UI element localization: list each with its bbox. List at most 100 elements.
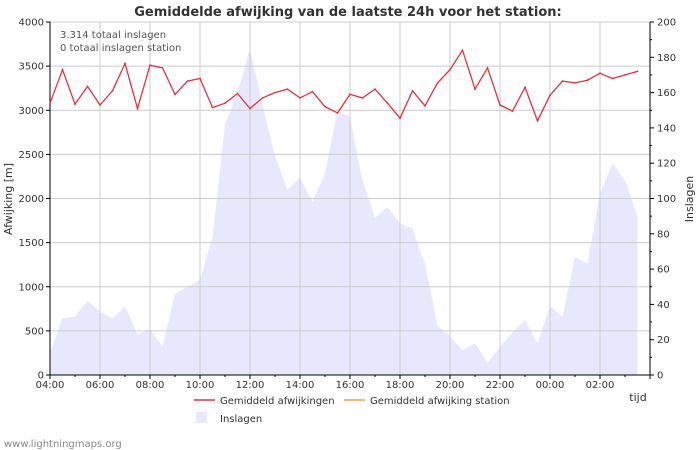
afwijkingen-point xyxy=(249,107,251,110)
y-left-tick-label: 2500 xyxy=(19,150,44,161)
y-left-tick-label: 1500 xyxy=(19,238,44,249)
afwijkingen-point xyxy=(49,102,51,105)
x-tick-label: 20:00 xyxy=(436,380,465,391)
afwijkingen-point xyxy=(311,90,314,93)
afwijkingen-point xyxy=(411,89,414,92)
afwijkingen-point xyxy=(524,86,526,89)
afwijkingen-line xyxy=(49,48,638,123)
afwijkingen-point xyxy=(61,68,64,71)
x-axis-label: tijd xyxy=(629,391,646,404)
x-tick-label: 12:00 xyxy=(236,380,265,391)
x-tick-label: 04:00 xyxy=(36,380,65,391)
y-right-tick-label: 0 xyxy=(657,371,663,382)
afwijkingen-point xyxy=(186,80,189,82)
y-right-tick-label: 160 xyxy=(657,88,676,99)
afwijkingen-point xyxy=(599,72,601,75)
annotation-total-strikes: 3.314 totaal inslagen xyxy=(60,30,166,41)
afwijkingen-point xyxy=(449,68,451,71)
y-left-tick-label: 2000 xyxy=(19,194,44,205)
legend-inslagen-swatch xyxy=(196,412,207,423)
y-right-tick-label: 20 xyxy=(657,335,670,346)
x-tick-label: 16:00 xyxy=(336,380,365,391)
afwijkingen-point xyxy=(386,102,389,105)
gridlines xyxy=(50,21,650,375)
x-tick-label: 22:00 xyxy=(486,380,515,391)
afwijkingen-point xyxy=(561,80,564,82)
y-axis-left-label: Afwijking [m] xyxy=(2,163,15,235)
y-axis-left-ticks: 0 500 1000 1500 2000 2500 3000 3500 4000 xyxy=(19,18,50,382)
afwijkingen-point xyxy=(549,94,551,97)
afwijkingen-point xyxy=(149,64,151,67)
afwijkingen-point xyxy=(286,88,289,90)
y-left-tick-label: 3000 xyxy=(19,106,44,117)
afwijkingen-point xyxy=(361,97,364,99)
x-tick-label: 08:00 xyxy=(136,380,165,391)
afwijkingen-point xyxy=(499,104,501,106)
afwijkingen-point xyxy=(86,85,89,88)
afwijkingen-point xyxy=(349,93,351,96)
footer-credit[interactable]: www.lightningmaps.org xyxy=(4,439,122,450)
afwijkingen-point xyxy=(324,105,326,108)
afwijkingen-point xyxy=(211,106,214,109)
afwijkingen-point xyxy=(236,92,239,95)
afwijkingen-point xyxy=(511,110,514,112)
afwijkingen-point xyxy=(374,88,376,90)
afwijkingen-point xyxy=(99,104,101,106)
afwijkingen-point xyxy=(574,82,576,84)
afwijkingen-point xyxy=(199,77,201,80)
y-axis-right-ticks: 0 20 40 60 80 100 120 140 160 180 200 xyxy=(650,18,676,382)
afwijkingen-point xyxy=(274,91,276,94)
x-tick-label: 02:00 xyxy=(586,380,615,391)
afwijkingen-point xyxy=(424,104,426,107)
afwijkingen-point xyxy=(111,89,114,92)
x-tick-label: 00:00 xyxy=(536,380,565,391)
y-left-tick-label: 3500 xyxy=(19,62,44,73)
legend-station-label: Gemiddeld afwijking station xyxy=(370,396,510,407)
legend-afwijkingen-label: Gemiddeld afwijkingen xyxy=(220,396,335,407)
afwijkingen-point xyxy=(336,112,339,114)
afwijkingen-point xyxy=(636,70,639,73)
chart-title: Gemiddelde afwijking van de laatste 24h … xyxy=(134,5,561,20)
afwijkingen-point xyxy=(474,88,476,90)
x-tick-label: 14:00 xyxy=(286,380,315,391)
y-right-tick-label: 60 xyxy=(657,265,670,276)
y-left-tick-label: 1000 xyxy=(19,282,44,293)
y-right-tick-label: 120 xyxy=(657,159,676,170)
afwijkingen-point xyxy=(124,62,126,65)
afwijkingen-point xyxy=(261,97,264,99)
y-axis-right-label: Inslagen xyxy=(683,176,696,222)
y-left-tick-label: 0 xyxy=(38,371,44,382)
afwijkingen-point xyxy=(461,49,464,52)
y-right-tick-label: 200 xyxy=(657,18,676,29)
afwijkingen-point xyxy=(436,82,439,84)
y-right-tick-label: 140 xyxy=(657,123,676,134)
inslagen-area xyxy=(50,48,638,375)
y-right-tick-label: 80 xyxy=(657,229,670,240)
y-right-tick-label: 180 xyxy=(657,53,676,64)
x-tick-label: 06:00 xyxy=(86,380,115,391)
afwijkingen-point xyxy=(586,79,589,82)
afwijkingen-point xyxy=(136,107,139,110)
y-left-tick-label: 500 xyxy=(25,326,44,337)
afwijkingen-point xyxy=(536,119,539,122)
y-right-tick-label: 100 xyxy=(657,194,676,205)
afwijkingen-point xyxy=(486,67,489,69)
y-right-tick-label: 40 xyxy=(657,300,670,311)
annotation-station-strikes: 0 totaal inslagen station xyxy=(60,43,181,54)
afwijkingen-point xyxy=(174,93,176,96)
afwijkingen-point xyxy=(161,67,164,69)
afwijkingen-points xyxy=(49,49,639,122)
afwijkingen-point xyxy=(224,102,226,105)
afwijkingen-point xyxy=(611,77,614,80)
x-tick-label: 10:00 xyxy=(186,380,215,391)
afwijkingen-point xyxy=(74,103,76,105)
legend-inslagen-label: Inslagen xyxy=(220,414,262,425)
afwijkingen-point xyxy=(299,97,301,99)
legend: Gemiddeld afwijkingen Gemiddeld afwijkin… xyxy=(194,396,510,425)
y-left-tick-label: 4000 xyxy=(19,18,44,29)
afwijkingen-point xyxy=(399,117,401,120)
x-tick-label: 18:00 xyxy=(386,380,415,391)
afwijkingen-point xyxy=(624,74,626,76)
x-axis-ticks: 04:00 06:00 08:00 10:00 12:00 14:00 16:00 18:00… xyxy=(36,375,651,391)
